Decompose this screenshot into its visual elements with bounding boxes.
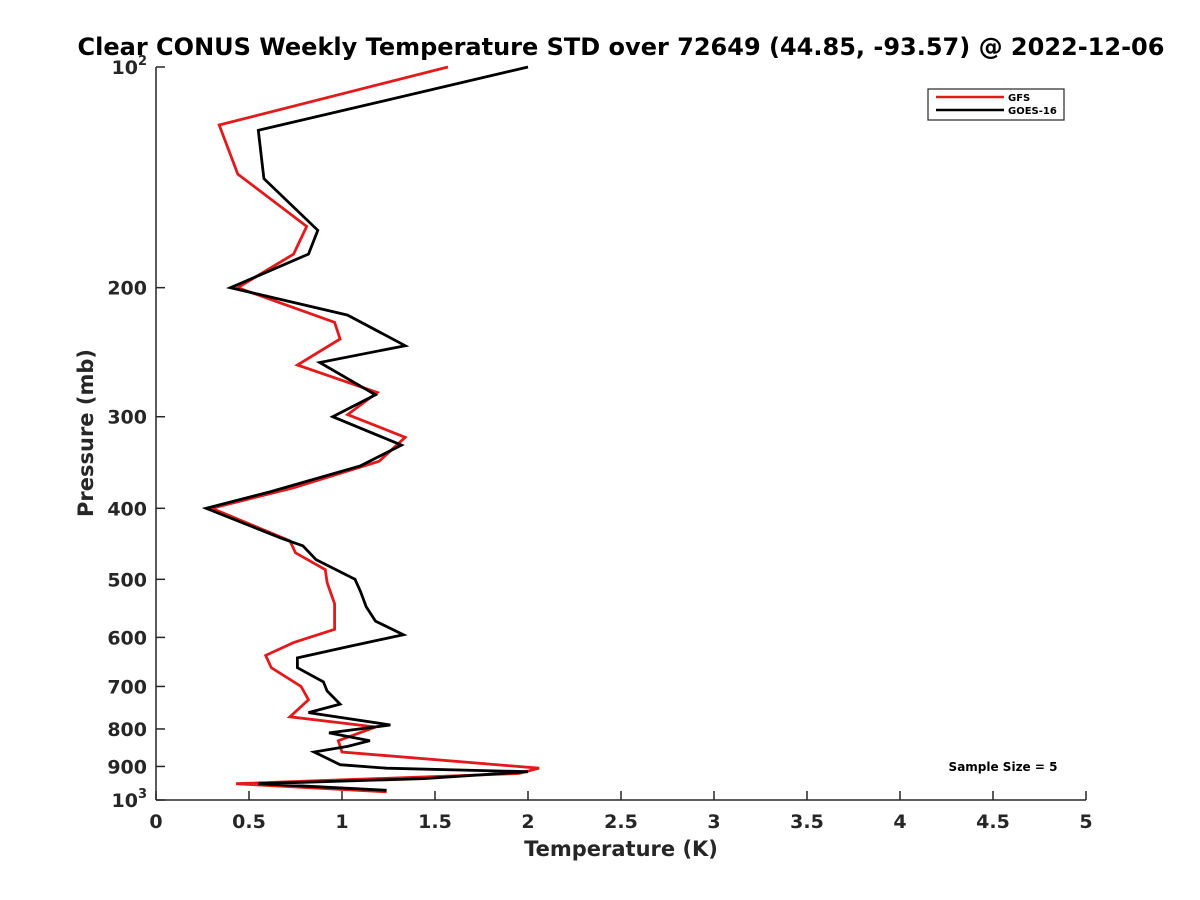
x-tick-label: 3: [707, 811, 720, 833]
x-tick-label: 1.5: [418, 811, 452, 833]
chart-title: Clear CONUS Weekly Temperature STD over …: [78, 33, 1165, 61]
legend-box: [927, 88, 1065, 121]
sample-size-annotation: Sample Size = 5: [949, 760, 1058, 774]
y-tick-label: 900: [107, 756, 147, 778]
series-line-gfs: [207, 65, 540, 794]
x-tick-label: 3.5: [790, 811, 824, 833]
legend: GFS GOES-16: [927, 88, 1065, 121]
y-tick-label: 102: [112, 54, 148, 79]
y-tick-label: 400: [107, 498, 147, 520]
y-tick-label: 800: [107, 719, 147, 741]
x-ticks: 0 0.5 1 1.5 2 2.5 3 3.5 4 4.5 5: [149, 791, 1093, 833]
y-tick-label: 600: [107, 627, 147, 649]
y-tick-label: 700: [107, 676, 147, 698]
x-axis-label: Temperature (K): [524, 837, 718, 861]
series-line-goes-16: [201, 65, 529, 792]
y-ticks: 102 200 300 400 500 600 700 800 900 103: [107, 54, 165, 812]
series-lines: [201, 65, 540, 794]
x-tick-label: 1: [335, 811, 348, 833]
x-tick-label: 2: [521, 811, 534, 833]
x-tick-label: 5: [1079, 811, 1092, 833]
y-tick-label: 500: [107, 569, 147, 591]
x-tick-label: 0.5: [232, 811, 266, 833]
legend-label-goes16: GOES-16: [1008, 106, 1057, 117]
y-tick-label: 200: [107, 278, 147, 300]
x-tick-label: 4.5: [976, 811, 1010, 833]
y-tick-label: 103: [112, 787, 148, 812]
y-axis-label: Pressure (mb): [74, 349, 98, 517]
legend-label-gfs: GFS: [1008, 93, 1030, 104]
x-tick-label: 0: [149, 811, 162, 833]
x-tick-label: 4: [893, 811, 906, 833]
y-tick-label: 300: [107, 407, 147, 429]
x-tick-label: 2.5: [604, 811, 638, 833]
